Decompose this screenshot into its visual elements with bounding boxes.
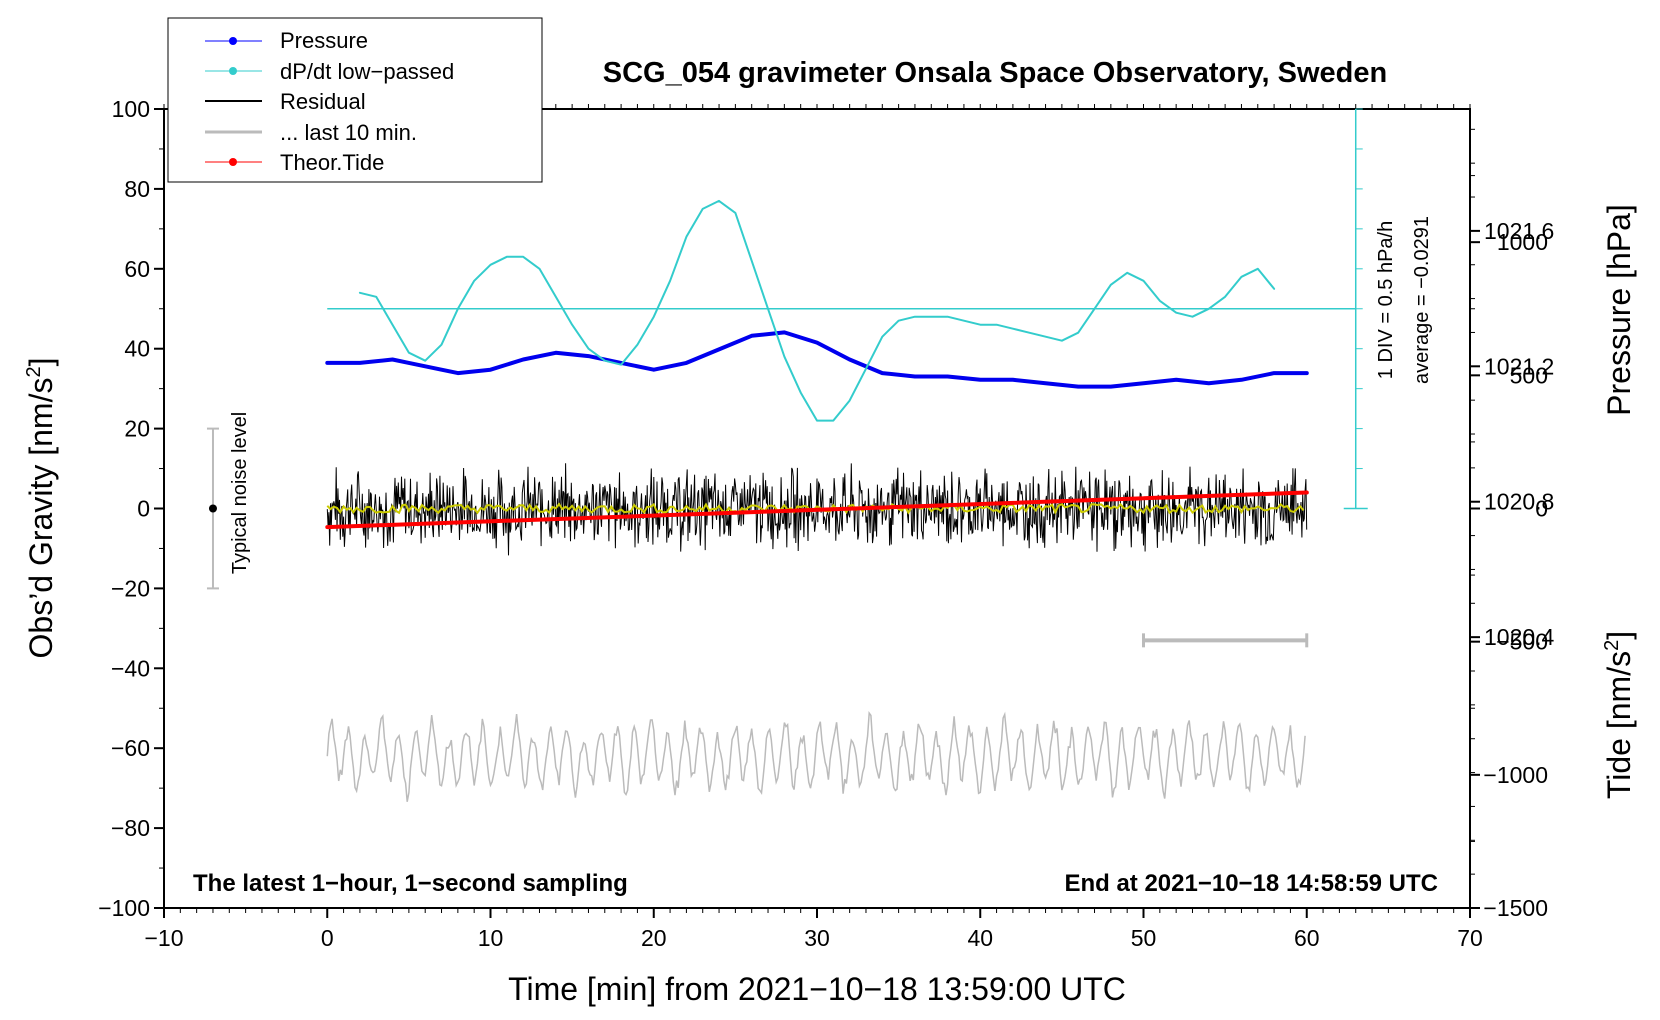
y-axis-title-left-end: ] — [23, 358, 59, 367]
y-tick-label: 40 — [124, 336, 150, 362]
tide-tick-label: 0 — [1535, 496, 1548, 522]
legend-label-tide: Theor.Tide — [280, 150, 384, 175]
annotation-bottom-right: End at 2021−10−18 14:58:59 UTC — [1064, 870, 1438, 897]
pressure-tick-label: 1021.6 — [1484, 218, 1554, 244]
y-axis-title-tide-end: ] — [1601, 631, 1637, 640]
last10-series — [326, 711, 1306, 802]
x-tick-label: 40 — [967, 925, 993, 951]
legend-marker-0 — [229, 37, 237, 45]
y-tick-label: −80 — [111, 815, 150, 841]
left-axis-ticks: 100 80 60 40 20 0 −20 −40 −60 −80 −100 — [98, 96, 164, 921]
dpdt-scale-label: 1 DIV = 0.5 hPa/h — [1375, 221, 1397, 379]
extras-layer — [206, 108, 1368, 648]
y-axis-title-tide-main: Tide [nm/s — [1601, 651, 1637, 799]
pressure-tick-label: 1020.4 — [1484, 624, 1555, 650]
bottom-axis-ticks: −10 0 10 20 30 40 50 60 70 — [144, 908, 1483, 951]
y-axis-title-tide: Tide [nm/s2] — [1601, 631, 1637, 799]
y-axis-title-left-sup: 2 — [23, 366, 45, 377]
x-tick-label: 70 — [1457, 925, 1483, 951]
y-tick-label: −40 — [111, 655, 150, 681]
series-line-1 — [358, 199, 1276, 422]
series-layer — [325, 199, 1356, 530]
y-tick-label: 100 — [112, 96, 150, 122]
pressure-tick-label: 1020.8 — [1484, 489, 1554, 515]
x-tick-label: 30 — [804, 925, 830, 951]
last10-line — [326, 711, 1306, 802]
x-tick-label: 10 — [478, 925, 504, 951]
y-tick-label: −60 — [111, 735, 150, 761]
chart-title: SCG_054 gravimeter Onsala Space Observat… — [603, 57, 1387, 89]
legend-label-pressure: Pressure — [280, 28, 368, 53]
y-axis-title-left-main: Obs’d Gravity [nm/s — [23, 378, 59, 659]
pressure-axis-ticks: 1021.6 1021.2 1020.8 1020.4 — [1470, 128, 1555, 875]
x-axis-title: Time [min] from 2021−10−18 13:59:00 UTC — [508, 971, 1126, 1007]
tide-tick-label: −1500 — [1483, 895, 1548, 921]
x-tick-label: 20 — [641, 925, 667, 951]
series-line-2 — [325, 490, 1309, 530]
legend-entries — [205, 37, 262, 166]
legend-label-last10: ... last 10 min. — [280, 120, 417, 145]
x-tick-label: 50 — [1131, 925, 1157, 951]
annotation-bottom-left: The latest 1−hour, 1−second sampling — [193, 870, 628, 897]
dpdt-average-label: average = −0.0291 — [1411, 216, 1433, 384]
legend-marker-4 — [229, 158, 237, 166]
tide-tick-label: −1000 — [1483, 762, 1548, 788]
y-axis-title-left: Obs’d Gravity [nm/s2] — [23, 358, 59, 659]
noise-label: Typical noise level — [229, 412, 251, 574]
noise-bar-center — [208, 504, 217, 513]
y-tick-label: −20 — [111, 575, 150, 601]
y-tick-label: 20 — [124, 416, 150, 442]
tide-tick-label: −500 — [1496, 629, 1548, 655]
legend: Pressure dP/dt low−passed Residual ... l… — [167, 17, 543, 183]
y-tick-label: 60 — [124, 256, 150, 282]
y-axis-title-tide-sup: 2 — [1601, 640, 1623, 651]
y-axis-title-pressure: Pressure [hPa] — [1601, 204, 1637, 416]
residual-line — [326, 463, 1308, 556]
y-tick-label: 80 — [124, 176, 150, 202]
y-tick-label: 0 — [137, 496, 150, 522]
pressure-tick-label: 1021.2 — [1484, 353, 1554, 379]
x-tick-label: −10 — [144, 925, 183, 951]
x-tick-label: 60 — [1294, 925, 1320, 951]
series-line-0 — [325, 330, 1309, 389]
y-tick-label: −100 — [98, 895, 150, 921]
tide-tick-label: 500 — [1510, 362, 1548, 388]
x-tick-label: 0 — [321, 925, 334, 951]
legend-label-dpdt: dP/dt low−passed — [280, 59, 454, 84]
tide-tick-label: 1000 — [1497, 229, 1548, 255]
tide-axis-ticks: 1000 500 0 −500 −1000 −1500 — [1470, 175, 1548, 921]
legend-marker-1 — [229, 67, 237, 75]
legend-label-residual: Residual — [280, 89, 366, 114]
